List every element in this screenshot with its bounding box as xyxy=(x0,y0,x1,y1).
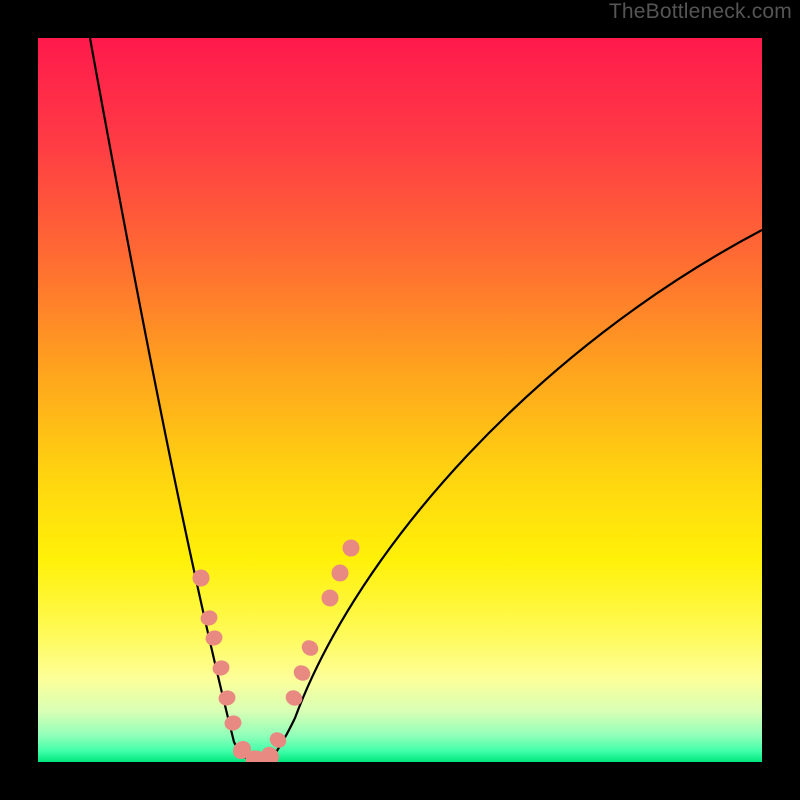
curve-marker xyxy=(218,689,237,706)
curve-marker xyxy=(340,537,362,559)
curve-left-branch xyxy=(90,38,246,758)
curve-right-branch xyxy=(272,230,762,758)
chart-inner xyxy=(38,38,762,762)
curve-marker xyxy=(300,638,321,658)
chart-stage: TheBottleneck.com xyxy=(0,0,800,800)
marker-group xyxy=(191,537,362,762)
curve-marker xyxy=(224,714,243,731)
bottleneck-curve-plot xyxy=(38,38,762,762)
watermark-text: TheBottleneck.com xyxy=(609,0,792,24)
curve-marker xyxy=(329,562,351,584)
curve-marker xyxy=(319,587,341,609)
curve-marker xyxy=(284,688,305,708)
curve-marker xyxy=(292,663,313,683)
